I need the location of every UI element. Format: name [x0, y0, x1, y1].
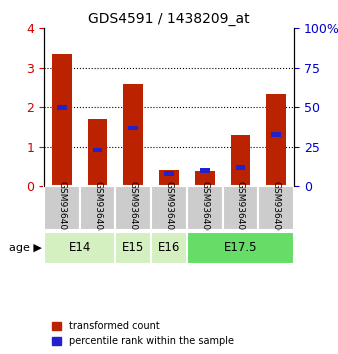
FancyBboxPatch shape	[44, 187, 80, 230]
Bar	[200, 168, 210, 173]
FancyBboxPatch shape	[187, 187, 223, 230]
Text: E16: E16	[158, 241, 180, 254]
Text: GSM936405: GSM936405	[129, 181, 138, 236]
Text: GSM936403: GSM936403	[57, 181, 66, 236]
Text: age ▶: age ▶	[9, 243, 42, 253]
Text: GSM936400: GSM936400	[200, 181, 209, 236]
FancyBboxPatch shape	[258, 187, 294, 230]
Text: GSM936401: GSM936401	[236, 181, 245, 236]
FancyBboxPatch shape	[115, 187, 151, 230]
Bar	[52, 54, 72, 187]
Text: E17.5: E17.5	[224, 241, 257, 254]
Bar	[195, 171, 215, 187]
Bar	[164, 171, 174, 176]
Bar	[236, 165, 245, 170]
Bar	[266, 93, 286, 187]
Text: GSM936404: GSM936404	[93, 181, 102, 235]
Bar	[159, 170, 179, 187]
FancyBboxPatch shape	[44, 232, 115, 264]
Legend: transformed count, percentile rank within the sample: transformed count, percentile rank withi…	[49, 319, 237, 349]
Bar	[123, 85, 143, 187]
Text: GSM936406: GSM936406	[272, 181, 281, 236]
FancyBboxPatch shape	[151, 187, 187, 230]
Text: E14: E14	[69, 241, 91, 254]
Bar	[231, 135, 250, 187]
FancyBboxPatch shape	[80, 187, 115, 230]
Bar	[128, 126, 138, 130]
Bar	[57, 105, 67, 110]
FancyBboxPatch shape	[187, 232, 294, 264]
Title: GDS4591 / 1438209_at: GDS4591 / 1438209_at	[88, 12, 250, 26]
FancyBboxPatch shape	[223, 187, 258, 230]
Bar	[93, 148, 102, 153]
Text: E15: E15	[122, 241, 144, 254]
Text: GSM936402: GSM936402	[165, 181, 173, 235]
FancyBboxPatch shape	[151, 232, 187, 264]
Bar	[271, 132, 281, 137]
Bar	[88, 119, 107, 187]
FancyBboxPatch shape	[115, 232, 151, 264]
